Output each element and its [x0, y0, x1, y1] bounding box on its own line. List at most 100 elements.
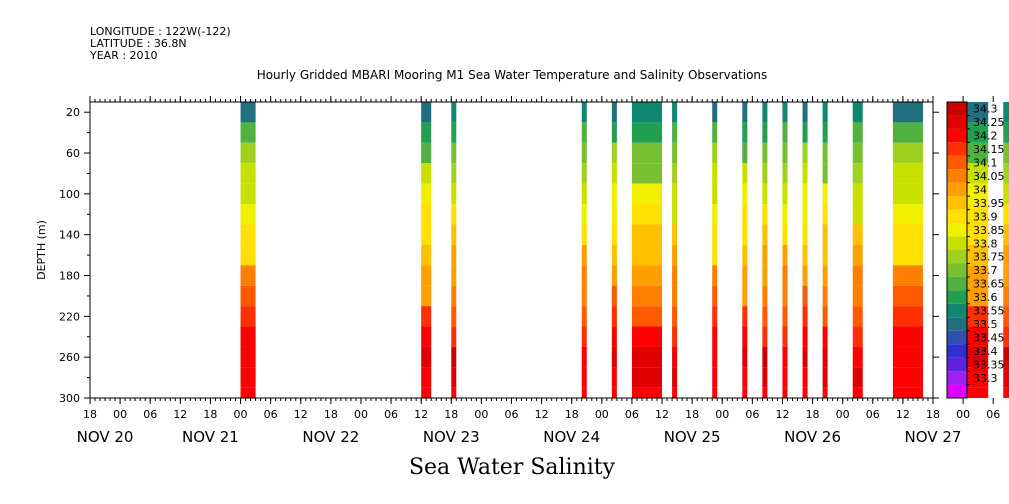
data-cell [240, 367, 256, 388]
data-cell [451, 367, 457, 388]
data-cell [822, 367, 828, 388]
data-cell [782, 244, 788, 266]
y-tick-label: 20 [66, 106, 80, 119]
data-cell [240, 122, 256, 143]
x-tick-label: 06 [264, 408, 278, 421]
data-cell [451, 265, 457, 286]
chart-title: Hourly Gridded MBARI Mooring M1 Sea Wate… [256, 68, 768, 82]
colorbar-swatch [947, 128, 967, 143]
data-cell [852, 367, 863, 388]
x-tick-label: 00 [956, 408, 970, 421]
data-cell [672, 367, 678, 388]
data-cell [240, 285, 256, 307]
colorbar-swatch [947, 115, 967, 129]
data-cell [712, 285, 718, 307]
data-cell [742, 102, 748, 123]
data-cell [712, 346, 718, 368]
data-cell [762, 367, 768, 388]
data-cell [712, 387, 718, 398]
data-cell [1003, 163, 1009, 184]
data-cell [852, 285, 863, 307]
x-tick-label: 12 [173, 408, 187, 421]
data-cell [240, 204, 256, 225]
data-cell [892, 224, 923, 245]
data-cell [822, 326, 828, 347]
colorbar-swatch [947, 357, 967, 372]
data-cell [611, 122, 617, 143]
data-cell [451, 224, 457, 245]
data-cell [892, 183, 923, 205]
data-cell [581, 265, 587, 286]
data-cell [421, 183, 432, 205]
colorbar-label: 33.9 [973, 210, 998, 223]
data-cell [963, 224, 989, 245]
y-tick-label: 60 [66, 147, 80, 160]
data-cell [852, 244, 863, 266]
data-cell [802, 204, 808, 225]
data-cell [611, 183, 617, 205]
data-cell [852, 326, 863, 347]
data-cell [1003, 142, 1009, 164]
x-tick-label: 06 [986, 408, 1000, 421]
x-day-label: NOV 20 [77, 428, 134, 446]
data-cell [421, 204, 432, 225]
colorbar-label: 34.05 [973, 170, 1005, 183]
data-cell [240, 102, 256, 123]
data-cell [421, 163, 432, 184]
y-axis-title: DEPTH (m) [35, 220, 48, 280]
data-cell [611, 163, 617, 184]
data-cell [822, 306, 828, 327]
data-cell [963, 102, 989, 123]
y-tick-label: 260 [59, 351, 80, 364]
data-cell [712, 306, 718, 327]
data-cell [451, 326, 457, 347]
colorbar-swatch [947, 102, 967, 116]
data-cell [852, 265, 863, 286]
colorbar-label: 34.2 [973, 130, 998, 143]
data-cell [802, 367, 808, 388]
data-cell [240, 224, 256, 245]
data-cell [581, 244, 587, 266]
data-cell [611, 204, 617, 225]
data-cell [782, 306, 788, 327]
x-tick-label: 12 [294, 408, 308, 421]
data-cell [611, 142, 617, 164]
data-cell [1003, 265, 1009, 286]
data-cell [240, 244, 256, 266]
colorbar-swatch [947, 344, 967, 358]
colorbar-swatch [947, 384, 967, 398]
colorbar-label: 33.55 [973, 305, 1005, 318]
data-cell [892, 306, 923, 327]
data-cell [782, 142, 788, 164]
data-cell [782, 122, 788, 143]
data-cell [742, 163, 748, 184]
data-cell [963, 265, 989, 286]
data-cell [852, 102, 863, 123]
data-cell [892, 285, 923, 307]
data-cell [742, 224, 748, 245]
x-day-label: NOV 21 [182, 428, 239, 446]
data-cell [1003, 122, 1009, 143]
data-cell [742, 204, 748, 225]
colorbar-swatch [947, 276, 967, 291]
data-cell [451, 142, 457, 164]
data-cell [631, 346, 663, 368]
data-cell [782, 346, 788, 368]
data-cell [742, 346, 748, 368]
data-cell [581, 387, 587, 398]
y-tick-label: 300 [59, 392, 80, 405]
data-cell [672, 306, 678, 327]
data-cell [451, 204, 457, 225]
data-cell [762, 183, 768, 205]
data-cell [762, 163, 768, 184]
data-cell [421, 367, 432, 388]
data-cell [712, 142, 718, 164]
data-cell [672, 265, 678, 286]
data-cell [963, 306, 989, 327]
latitude-label: LATITUDE : 36.8N [90, 37, 187, 50]
data-cell [451, 387, 457, 398]
data-cell [421, 285, 432, 307]
x-tick-label: 18 [685, 408, 699, 421]
data-cell [672, 387, 678, 398]
data-cell [451, 163, 457, 184]
